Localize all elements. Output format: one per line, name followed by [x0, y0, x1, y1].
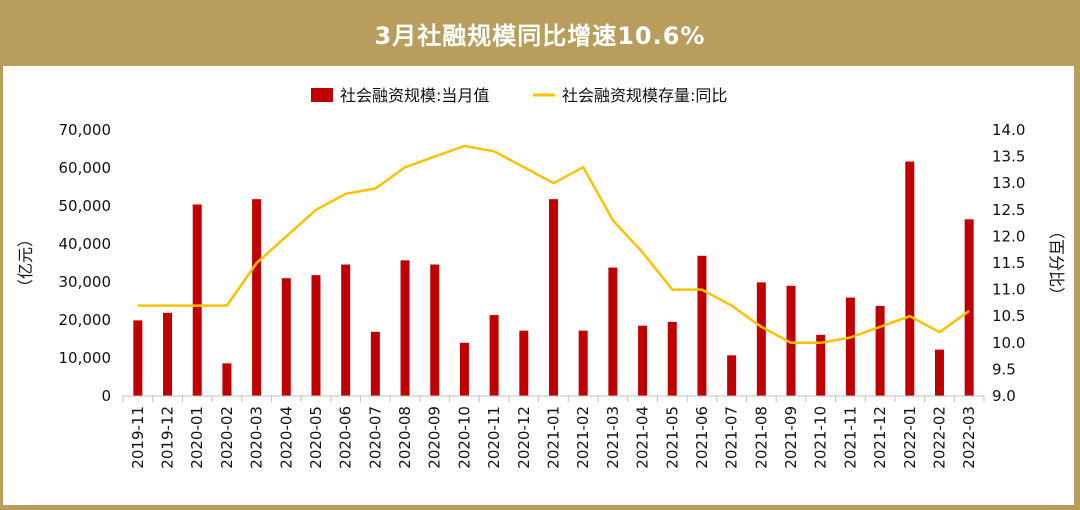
- x-tick-label: 2021-09: [782, 406, 800, 469]
- bar: [341, 264, 351, 396]
- bar-series: [133, 161, 974, 396]
- left-tick-label: 10,000: [59, 349, 112, 367]
- bar: [786, 285, 796, 396]
- x-tick-label: 2020-10: [455, 406, 473, 469]
- bar: [756, 282, 766, 396]
- bar: [459, 342, 469, 396]
- x-tick-label: 2021-06: [693, 406, 711, 469]
- bar: [133, 320, 143, 396]
- x-axis-labels: 2019-11 2019-12 2020-01 2020-02 2020-03 2020-…: [129, 406, 978, 469]
- bar: [252, 199, 262, 396]
- right-tick-label: 9.5: [992, 360, 1016, 378]
- x-tick-label: 2021-05: [663, 406, 681, 469]
- page-title: 3月社融规模同比增速10.6%: [374, 21, 706, 50]
- x-tick-label: 2020-12: [515, 406, 533, 469]
- x-tick-label: 2022-01: [901, 406, 919, 469]
- x-tick-label: 2021-07: [723, 406, 741, 469]
- x-tick-label: 2021-01: [545, 406, 563, 469]
- chart-svg: 社会融资规模:当月值 社会融资规模存量:同比 0 10,000 20,000 30,0…: [16, 86, 1066, 469]
- bar: [845, 297, 855, 396]
- bar: [430, 264, 440, 396]
- bar: [489, 315, 499, 396]
- x-axis: [122, 395, 985, 402]
- bar: [281, 278, 291, 396]
- yoy-line: [137, 144, 970, 345]
- x-tick-label: 2020-02: [218, 406, 236, 469]
- bar: [875, 305, 885, 396]
- bar: [370, 331, 380, 396]
- left-tick-label: 40,000: [59, 235, 112, 253]
- x-tick-label: 2021-10: [812, 406, 830, 469]
- right-tick-label: 13.0: [992, 174, 1025, 192]
- right-tick-label: 12.0: [992, 227, 1025, 245]
- x-tick-label: 2020-08: [396, 406, 414, 469]
- bar: [400, 260, 410, 396]
- x-tick-label: 2020-07: [366, 406, 384, 469]
- bar: [697, 255, 707, 396]
- right-tick-label: 10.0: [992, 334, 1025, 352]
- right-axis-title: （百分比）: [1047, 223, 1066, 303]
- left-tick-label: 0: [101, 387, 111, 405]
- legend-label-bar: 社会融资规模:当月值: [340, 86, 489, 105]
- chart-legend: 社会融资规模:当月值 社会融资规模存量:同比: [311, 86, 727, 105]
- left-axis-ticks: 0 10,000 20,000 30,000 40,000 50,000 60,000 70,…: [59, 121, 112, 405]
- bar: [934, 349, 944, 396]
- x-tick-label: 2021-12: [871, 406, 889, 469]
- x-tick-label: 2019-12: [159, 406, 177, 469]
- x-tick-label: 2020-09: [426, 406, 444, 469]
- right-axis-ticks: 9.0 9.5 10.0 10.5 11.0 11.5 12.0 12.5 13.0 13.5 14…: [992, 121, 1025, 405]
- x-tick-label: 2021-11: [841, 406, 859, 469]
- left-tick-label: 30,000: [59, 273, 112, 291]
- bar: [905, 161, 915, 396]
- x-tick-label: 2021-03: [604, 406, 622, 469]
- left-tick-label: 70,000: [59, 121, 112, 139]
- right-tick-label: 12.5: [992, 201, 1025, 219]
- bar: [549, 199, 558, 396]
- right-tick-label: 14.0: [992, 121, 1025, 139]
- x-tick-label: 2020-06: [337, 406, 355, 469]
- bar: [222, 363, 232, 396]
- x-tick-label: 2019-11: [129, 406, 147, 469]
- bar: [163, 312, 173, 396]
- left-tick-label: 60,000: [59, 159, 112, 177]
- bar: [816, 334, 826, 396]
- x-tick-label: 2020-03: [248, 406, 266, 469]
- legend-swatch-bar: [311, 88, 333, 102]
- bar: [311, 275, 321, 396]
- right-tick-label: 9.0: [992, 387, 1016, 405]
- bar: [192, 204, 202, 396]
- right-tick-label: 10.5: [992, 307, 1025, 325]
- bar: [519, 330, 529, 396]
- bar: [667, 321, 677, 396]
- line-series: [137, 144, 970, 345]
- legend-label-line: 社会融资规模存量:同比: [562, 86, 727, 105]
- right-tick-label: 11.0: [992, 281, 1025, 299]
- bar: [964, 219, 974, 396]
- x-tick-label: 2020-01: [188, 406, 206, 469]
- x-tick-label: 2020-11: [485, 406, 503, 469]
- x-tick-label: 2021-08: [752, 406, 770, 469]
- left-axis-title: （亿元）: [16, 231, 35, 295]
- x-tick-label: 2022-02: [930, 406, 948, 469]
- x-tick-label: 2021-02: [574, 406, 592, 469]
- bar: [727, 355, 737, 396]
- bar: [638, 325, 648, 396]
- x-tick-label: 2020-04: [277, 406, 295, 469]
- x-tick-label: 2020-05: [307, 406, 325, 469]
- x-tick-label: 2022-03: [960, 406, 978, 469]
- left-tick-label: 20,000: [59, 311, 112, 329]
- right-tick-label: 13.5: [992, 148, 1025, 166]
- right-tick-label: 11.5: [992, 254, 1025, 272]
- chart-panel: 社会融资规模:当月值 社会融资规模存量:同比 0 10,000 20,000 30,0…: [3, 66, 1074, 505]
- left-tick-label: 50,000: [59, 197, 112, 215]
- bar: [608, 267, 618, 396]
- x-tick-label: 2021-04: [634, 406, 652, 469]
- bar: [578, 330, 588, 396]
